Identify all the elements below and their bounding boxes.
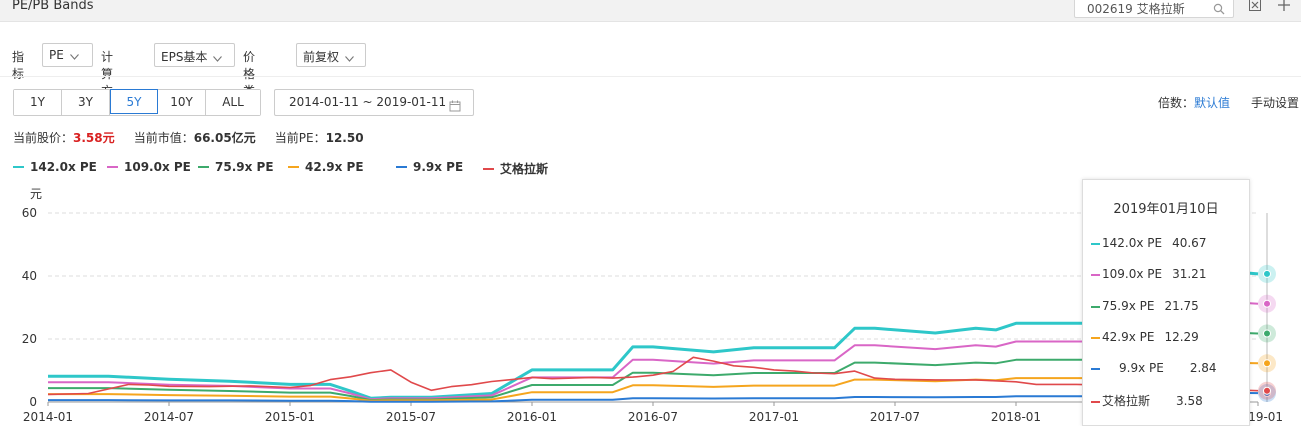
search-icon[interactable] — [1213, 0, 1225, 19]
legend-label: 109.0x PE — [124, 160, 191, 174]
series-line-10x — [48, 393, 1258, 402]
page-title: PE/PB Bands — [12, 0, 93, 13]
y-tick-label: 20 — [22, 332, 37, 346]
top-bar: PE/PB Bands 002619 艾格拉斯 — [0, 0, 1301, 22]
tooltip-row-name: 109.0x PE — [1102, 267, 1162, 281]
legend-item-76[interactable]: 75.9x PE — [198, 160, 274, 174]
range-10y-button[interactable]: 10Y — [158, 90, 206, 115]
y-tick-label: 0 — [29, 395, 37, 409]
tooltip-row-name: 艾格拉斯 — [1102, 392, 1150, 409]
method-value: EPS基本 — [161, 50, 207, 64]
tooltip-row-name: 75.9x PE — [1102, 299, 1154, 313]
legend-label: 艾格拉斯 — [500, 162, 548, 176]
tooltip-row: 142.0x PE 40.67 — [1091, 236, 1206, 250]
tooltip-row: 75.9x PE 21.75 — [1091, 299, 1199, 313]
pe-label: 当前PE： — [275, 131, 326, 145]
search-value: 002619 艾格拉斯 — [1087, 0, 1185, 17]
y-tick-label: 60 — [22, 206, 37, 220]
marker-price — [1264, 387, 1271, 394]
price-value: 3.58元 — [73, 131, 115, 145]
pe-value: 12.50 — [326, 131, 364, 145]
y-tick-label: 40 — [22, 269, 37, 283]
marker-76x — [1264, 330, 1271, 337]
multiplier-label: 倍数： — [1158, 96, 1194, 110]
tooltip-row-value: 21.75 — [1164, 299, 1198, 313]
legend-item-10[interactable]: 9.9x PE — [396, 160, 463, 174]
range-selector: 1Y 3Y 5Y 10Y ALL — [13, 89, 261, 116]
mcap-label: 当前市值： — [134, 131, 194, 145]
method-select[interactable]: EPS基本 — [154, 43, 235, 67]
series-line-76x — [48, 333, 1258, 400]
series-line-142x — [48, 272, 1258, 398]
tooltip-row-value: 40.67 — [1172, 236, 1206, 250]
range-all-button[interactable]: ALL — [206, 90, 260, 115]
calendar-icon[interactable] — [449, 96, 461, 121]
range-1y-button[interactable]: 1Y — [14, 90, 62, 115]
date-range-picker[interactable]: 2014-01-11 ~ 2019-01-11 — [274, 89, 474, 116]
date-range-value: 2014-01-11 ~ 2019-01-11 — [289, 95, 446, 109]
tooltip-row: 42.9x PE 12.29 — [1091, 330, 1199, 344]
stock-search-input[interactable]: 002619 艾格拉斯 — [1074, 0, 1234, 18]
legend-item-142[interactable]: 142.0x PE — [13, 160, 97, 174]
legend-label: 75.9x PE — [215, 160, 274, 174]
y-axis-label: 元 — [30, 187, 42, 201]
chevron-down-icon — [213, 51, 222, 65]
add-icon[interactable] — [1277, 0, 1291, 16]
x-tick-label: 2016-07 — [628, 410, 678, 424]
price-type-value: 前复权 — [303, 50, 339, 64]
x-tick-label: 2015-07 — [386, 410, 436, 424]
legend-item-109[interactable]: 109.0x PE — [107, 160, 191, 174]
series-line-price — [48, 357, 1258, 394]
chart-tooltip: 2019年01月10日 142.0x PE 40.67 109.0x PE 31.2… — [1082, 179, 1250, 426]
marker-142x — [1264, 270, 1271, 277]
manual-setting-link[interactable]: 手动设置 — [1251, 94, 1299, 111]
legend-label: 9.9x PE — [413, 160, 463, 174]
mcap-value: 66.05亿元 — [194, 131, 256, 145]
range-3y-button[interactable]: 3Y — [62, 90, 110, 115]
x-tick-label: 2016-01 — [507, 410, 557, 424]
tooltip-row: 9.9x PE 2.84 — [1091, 361, 1217, 375]
x-tick-label: 2014-07 — [144, 410, 194, 424]
multiplier-setting: 倍数：默认值 — [1158, 94, 1230, 111]
chevron-down-icon — [345, 51, 354, 65]
tooltip-row-name: 42.9x PE — [1102, 330, 1154, 344]
legend-item-price[interactable]: 艾格拉斯 — [483, 160, 548, 177]
range-5y-button[interactable]: 5Y — [110, 89, 158, 114]
tooltip-row-value: 2.84 — [1190, 361, 1217, 375]
multiplier-default-link[interactable]: 默认值 — [1194, 96, 1230, 110]
x-tick-label: 2017-01 — [749, 410, 799, 424]
price-label: 当前股价： — [13, 131, 73, 145]
legend-item-43[interactable]: 42.9x PE — [288, 160, 364, 174]
indicator-value: PE — [49, 48, 64, 62]
chevron-down-icon — [70, 49, 79, 63]
legend-label: 142.0x PE — [30, 160, 97, 174]
legend-label: 42.9x PE — [305, 160, 364, 174]
price-type-select[interactable]: 前复权 — [296, 43, 366, 67]
x-tick-label: 2017-07 — [870, 410, 920, 424]
tooltip-row: 109.0x PE 31.21 — [1091, 267, 1206, 281]
tooltip-row-name: 9.9x PE — [1102, 361, 1164, 375]
x-tick-label: 2014-01 — [23, 410, 73, 424]
tooltip-row-value: 31.21 — [1172, 267, 1206, 281]
marker-43x — [1264, 360, 1271, 367]
x-tick-label: 2015-01 — [265, 410, 315, 424]
x-tick-label: 2018-01 — [991, 410, 1041, 424]
tooltip-row-value: 12.29 — [1164, 330, 1198, 344]
tooltip-row: 艾格拉斯 3.58 — [1091, 392, 1203, 409]
indicator-select[interactable]: PE — [42, 43, 93, 67]
tooltip-row-value: 3.58 — [1176, 394, 1203, 408]
stats-line: 当前股价：3.58元 当前市值：66.05亿元 当前PE：12.50 — [13, 129, 364, 146]
tooltip-date: 2019年01月10日 — [1083, 198, 1249, 217]
marker-109x — [1264, 300, 1271, 307]
excel-export-icon[interactable] — [1248, 0, 1262, 16]
tooltip-row-name: 142.0x PE — [1102, 236, 1162, 250]
divider — [0, 76, 1301, 77]
